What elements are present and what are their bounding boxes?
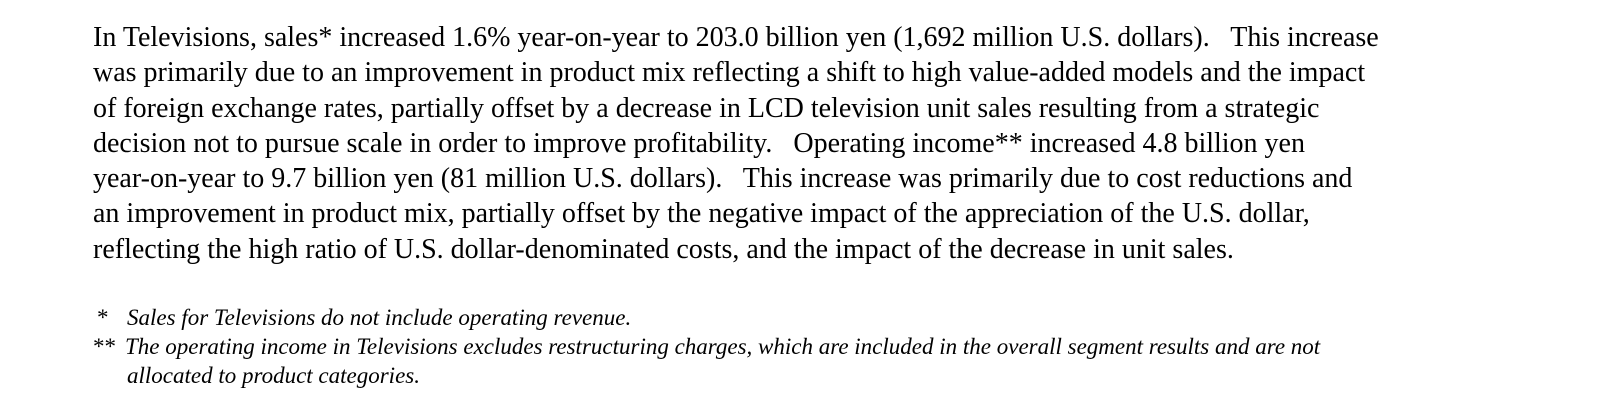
paragraph-line: an improvement in product mix, partially… bbox=[93, 198, 1310, 230]
paragraph-line: In Televisions, sales* increased 1.6% ye… bbox=[93, 22, 1379, 53]
paragraph-line: year-on-year to 9.7 billion yen (81 mill… bbox=[93, 163, 1353, 195]
paragraph-line: of foreign exchange rates, partially off… bbox=[93, 92, 1320, 124]
body-paragraph: In Televisions, sales* increased 1.6% ye… bbox=[93, 20, 1379, 267]
footnotes: * Sales for Televisions do not include o… bbox=[93, 303, 1320, 390]
paragraph-line: decision not to pursue scale in order to… bbox=[93, 127, 1305, 159]
footnote-text: allocated to product categories. bbox=[127, 363, 420, 388]
footnote-1: * Sales for Televisions do not include o… bbox=[93, 303, 1320, 332]
footnote-text: Sales for Televisions do not include ope… bbox=[127, 305, 632, 330]
footnote-mark: ** bbox=[93, 334, 116, 359]
footnote-2-continuation: allocated to product categories. bbox=[93, 361, 1320, 390]
footnote-2: ** The operating income in Televisions e… bbox=[93, 332, 1320, 361]
paragraph-line: reflecting the high ratio of U.S. dollar… bbox=[93, 233, 1234, 265]
footnote-mark: * bbox=[97, 305, 109, 330]
footnote-text: The operating income in Televisions excl… bbox=[125, 334, 1321, 359]
paragraph-line: was primarily due to an improvement in p… bbox=[93, 57, 1366, 89]
